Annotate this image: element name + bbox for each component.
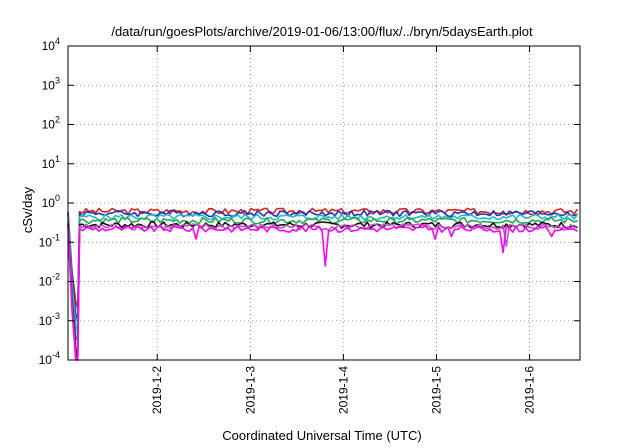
y-tick-label: 104 bbox=[42, 36, 60, 53]
series-line bbox=[67, 216, 578, 343]
data-series bbox=[67, 207, 579, 361]
series-line bbox=[67, 221, 578, 361]
y-tick-label: 102 bbox=[42, 115, 60, 132]
series-line bbox=[67, 207, 579, 310]
y-tick-label: 100 bbox=[42, 193, 60, 210]
y-tick-label: 10-2 bbox=[39, 272, 60, 289]
x-tick-label: 2019-1-2 bbox=[150, 366, 164, 414]
x-tick-label: 2019-1-5 bbox=[429, 366, 443, 414]
y-tick-label: 10-3 bbox=[39, 311, 60, 328]
axes: 10-4 10-3 10-2 10-1 100 101 102 103 104 2019-1-2 2… bbox=[39, 36, 581, 414]
x-tick-label: 2019-1-3 bbox=[243, 366, 257, 414]
y-tick-label: 101 bbox=[42, 154, 60, 171]
x-tick-label: 2019-1-4 bbox=[336, 366, 350, 414]
y-tick-label: 10-1 bbox=[39, 232, 60, 249]
x-tick-label: 2019-1-6 bbox=[523, 366, 537, 414]
plot-frame bbox=[67, 45, 581, 361]
chart-title: /data/run/goesPlots/archive/2019-01-06/1… bbox=[111, 24, 533, 39]
series-line bbox=[67, 225, 578, 361]
y-axis-label: cSv/day bbox=[20, 186, 35, 233]
grid-lines bbox=[68, 46, 580, 360]
series-line bbox=[67, 213, 579, 334]
x-axis-label: Coordinated Universal Time (UTC) bbox=[222, 428, 421, 443]
y-tick-label: 10-4 bbox=[39, 350, 60, 367]
y-tick-label: 103 bbox=[42, 75, 60, 92]
